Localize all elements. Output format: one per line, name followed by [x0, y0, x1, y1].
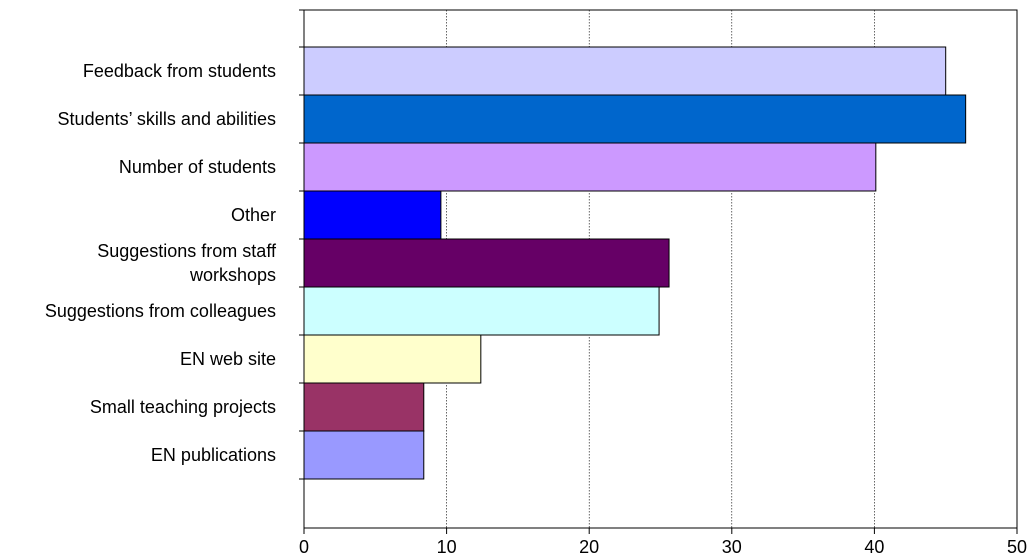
bar-0 — [303, 46, 947, 96]
bars — [303, 46, 967, 480]
x-tick-label-10: 10 — [437, 537, 457, 553]
bar-7 — [303, 382, 425, 432]
category-label-4-line-1: workshops — [189, 265, 276, 285]
bar-1 — [303, 94, 967, 144]
category-label-8: EN publications — [151, 445, 276, 465]
x-tick-label-0: 0 — [299, 537, 309, 553]
bar-5 — [303, 286, 660, 336]
x-tick-label-50: 50 — [1007, 537, 1027, 553]
bar-2 — [303, 142, 877, 192]
x-tick-label-40: 40 — [864, 537, 884, 553]
category-labels: Feedback from students Students’ skills a… — [45, 61, 277, 465]
x-tick-label-30: 30 — [722, 537, 742, 553]
category-label-3: Other — [231, 205, 276, 225]
category-label-0: Feedback from students — [83, 61, 276, 81]
category-label-5: Suggestions from colleagues — [45, 301, 276, 321]
tick-labels: 0 10 20 30 40 50 — [299, 537, 1027, 553]
plot-area-frame — [303, 9, 1018, 529]
bar-4 — [303, 238, 670, 288]
bar-3 — [303, 190, 442, 240]
category-label-7: Small teaching projects — [90, 397, 276, 417]
category-label-6: EN web site — [180, 349, 276, 369]
bar-8 — [303, 430, 425, 480]
category-label-2: Number of students — [119, 157, 276, 177]
category-label-4-line-0: Suggestions from staff — [97, 241, 277, 261]
bar-6 — [303, 334, 482, 384]
category-label-1: Students’ skills and abilities — [58, 109, 276, 129]
axes — [299, 9, 1018, 534]
x-tick-label-20: 20 — [579, 537, 599, 553]
